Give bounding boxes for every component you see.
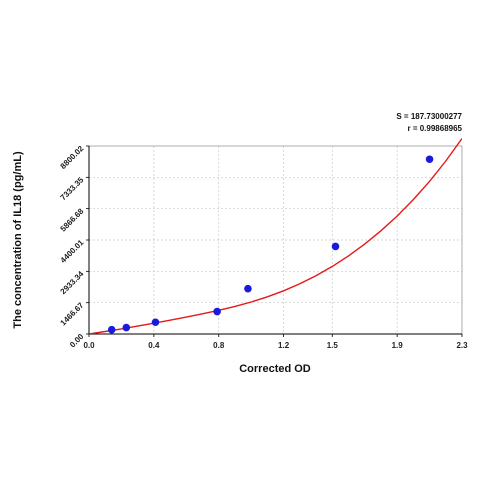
data-points-layer: [107, 155, 434, 334]
data-point: [122, 323, 131, 332]
y-axis-label: The concentration of IL18 (pg/mL): [12, 151, 24, 329]
data-point: [425, 155, 434, 164]
x-tick-label: 0.4: [148, 341, 160, 350]
x-tick-label: 0.8: [213, 341, 225, 350]
fit-curve: [89, 138, 462, 334]
s-value-annotation: S = 187.73000277: [396, 112, 462, 121]
y-axis-ticks: 0.001466.672933.344400.015866.687333.358…: [59, 144, 89, 349]
data-point: [107, 325, 116, 334]
grid: [89, 146, 462, 334]
data-point: [213, 307, 221, 316]
y-tick-label: 5866.68: [59, 206, 86, 233]
x-tick-label: 1.9: [392, 341, 404, 350]
y-tick-label: 2933.34: [59, 269, 86, 296]
x-tick-label: 1.5: [327, 341, 339, 350]
r-value-annotation: r = 0.99868965: [408, 124, 463, 133]
data-point: [331, 242, 340, 251]
fit-curve-layer: [89, 138, 462, 334]
data-point: [244, 284, 252, 293]
x-axis-ticks: 0.0 0.4 0.8 1.2 1.5 1.9 2.3: [83, 334, 468, 350]
x-axis-label: Corrected OD: [239, 363, 311, 375]
x-tick-label: 0.0: [83, 341, 95, 350]
y-tick-label: 8800.02: [59, 144, 86, 171]
x-tick-label: 2.3: [456, 341, 468, 350]
data-point: [151, 318, 160, 327]
y-tick-label: 7333.35: [59, 175, 86, 202]
y-tick-label: 4400.01: [59, 238, 86, 265]
y-tick-label: 1466.67: [59, 300, 86, 327]
x-tick-label: 1.2: [278, 341, 290, 350]
